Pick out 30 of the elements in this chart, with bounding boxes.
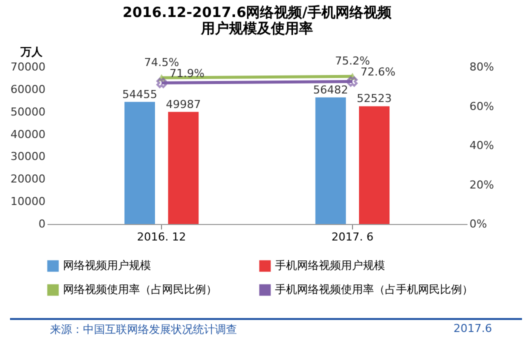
- data-label: 72.6%: [360, 66, 396, 79]
- data-label: 75.2%: [334, 54, 370, 68]
- y2-tick-label: 20%: [470, 178, 494, 192]
- data-label: 74.5%: [144, 56, 180, 69]
- y2-tick-label: 0%: [470, 218, 487, 230]
- y-tick-label: 0: [38, 218, 46, 230]
- y2-tick-label: 60%: [470, 100, 494, 113]
- legend-label: 网络视频使用率（占网民比例）: [63, 283, 217, 296]
- data-label: 54455: [122, 88, 158, 101]
- y2-tick-label: 80%: [470, 60, 494, 74]
- legend-label: 网络视频用户规模: [63, 259, 151, 272]
- x-tick-label: 2017. 6: [331, 230, 374, 244]
- data-label: 52523: [356, 92, 392, 106]
- text: 2017.6: [454, 322, 492, 337]
- y-tick-label: 70000: [10, 60, 46, 74]
- chart-title: 2016.12-2017.6网络视频/手机网络视频用户规模及使用率: [122, 4, 392, 37]
- y-tick-label: 30000: [10, 150, 46, 164]
- legend-label: 手机网络视频使用率（占手机网民比例）: [275, 283, 473, 296]
- y-axis-title: 万人: [20, 46, 44, 58]
- y-tick-label: 20000: [10, 172, 46, 186]
- x-tick-label: 2016. 12: [137, 230, 186, 244]
- y-tick-label: 50000: [10, 105, 46, 118]
- y2-tick-label: 40%: [470, 139, 494, 152]
- source-note: 来源：中国互联网络发展状况统计调查: [50, 322, 237, 337]
- data-label: 49987: [166, 98, 201, 111]
- y-tick-label: 60000: [10, 82, 46, 96]
- y-tick-label: 10000: [10, 195, 46, 208]
- data-label: 56482: [313, 83, 348, 96]
- legend-label: 手机网络视频用户规模: [275, 259, 385, 272]
- y-tick-label: 40000: [10, 128, 46, 141]
